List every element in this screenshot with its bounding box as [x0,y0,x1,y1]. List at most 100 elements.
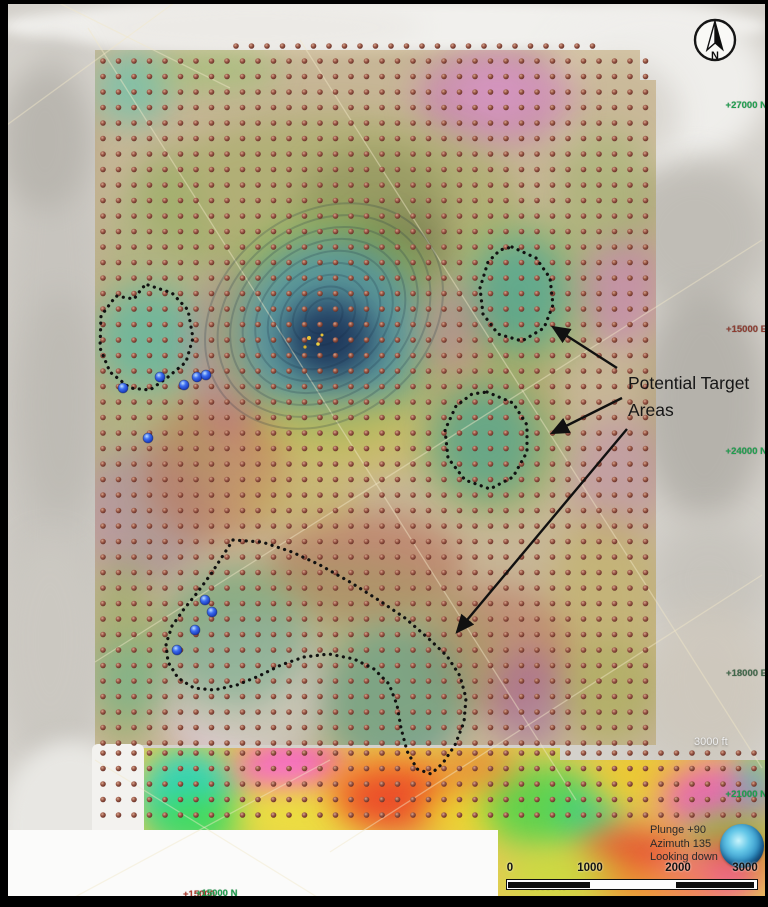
soil-sample-dot [394,259,401,266]
soil-sample-dot [642,414,649,421]
soil-sample-dot [208,89,215,95]
soil-sample-dot [580,662,587,669]
soil-sample-dot [534,166,540,173]
soil-sample-dot [627,554,633,560]
soil-sample-dot [534,290,540,297]
soil-sample-dot [565,740,571,746]
soil-sample-dot [456,306,463,312]
soil-sample-dot [162,445,168,452]
soil-sample-dot [255,135,261,142]
soil-sample-dot [580,89,587,95]
soil-sample-dot [348,647,354,653]
soil-sample-dot [348,135,354,142]
terrain-shade [640,290,768,520]
soil-sample-dot [255,507,261,514]
soil-sample-dot [317,337,323,343]
soil-sample-dot [518,182,525,188]
soil-sample-dot [673,796,680,803]
soil-sample-dot [518,750,525,756]
soil-sample-dot [224,507,230,514]
soil-sample-dot [441,647,447,653]
soil-sample-dot [317,492,323,498]
soil-sample-dot [255,337,261,343]
soil-sample-dot [286,135,292,142]
soil-sample-dot [270,182,277,188]
soil-sample-dot [332,538,339,545]
soil-sample-dot [270,58,277,64]
soil-sample-dot [224,352,230,359]
soil-sample-dot [177,58,184,64]
soil-sample-dot [177,89,184,95]
soil-sample-dot [434,43,441,49]
soil-sample-dot [177,507,184,514]
soil-sample-dot [558,43,565,49]
soil-sample-dot [301,445,308,452]
soil-sample-dot [456,135,463,142]
soil-sample-dot [379,693,385,700]
soil-sample-dot [224,678,230,684]
soil-sample-dot [208,445,215,452]
soil-sample-dot [611,647,618,653]
soil-sample-dot [580,135,587,142]
soil-sample-dot [425,796,432,803]
soil-sample-dot [596,104,602,111]
soil-sample-dot [146,399,153,405]
soil-sample-dot [255,151,261,157]
soil-sample-dot [441,352,447,359]
soil-sample-dot [348,73,354,80]
soil-sample-dot [394,151,401,157]
soil-sample-dot [580,538,587,545]
soil-sample-dot [146,89,153,95]
soil-sample-dot [394,104,401,111]
soil-sample-dot [363,104,370,111]
soil-sample-dot [456,73,463,80]
soil-sample-dot [549,554,556,560]
soil-sample-dot [410,523,416,529]
soil-sample-dot [441,414,447,421]
soil-sample-dot [503,430,509,436]
soil-sample-dot [441,89,447,95]
soil-sample-dot [100,796,106,803]
soil-sample-dot [193,461,199,467]
soil-sample-dot [332,104,339,111]
soil-sample-dot [100,182,106,188]
soil-sample-dot [177,321,184,328]
soil-sample-dot [239,151,246,157]
soil-sample-dot [177,275,184,281]
soil-sample-dot [642,399,649,405]
soil-sample-dot [146,120,153,126]
soil-sample-dot [332,812,339,818]
soil-sample-dot [456,120,463,126]
soil-sample-dot [239,228,246,235]
soil-sample-dot [596,197,602,204]
soil-sample-dot [332,352,339,359]
soil-sample-dot [332,414,339,421]
soil-sample-dot [270,228,277,235]
soil-sample-dot [379,781,385,787]
soil-sample-dot [425,275,432,281]
soil-sample-dot [177,259,184,266]
soil-sample-dot [239,182,246,188]
soil-sample-dot [751,765,757,772]
soil-sample-dot [363,554,370,560]
soil-sample-dot [487,337,494,343]
soil-sample-dot [518,166,525,173]
soil-sample-dot [549,197,556,204]
soil-sample-dot [487,120,494,126]
soil-sample-dot [208,709,215,715]
soil-sample-dot [146,213,153,219]
soil-sample-dot [487,228,494,235]
soil-sample-dot [487,569,494,576]
soil-sample-dot [239,750,246,756]
soil-sample-dot [627,750,633,756]
soil-sample-dot [534,228,540,235]
soil-sample-dot [301,812,308,818]
soil-sample-dot [301,709,308,715]
compass-n-label: N [711,50,719,62]
soil-sample-dot [239,631,246,638]
soil-sample-dot [224,796,230,803]
soil-sample-dot [518,476,525,483]
blue-sample-point [199,594,211,606]
gravity-anomaly-blob [245,398,435,478]
soil-sample-dot [270,383,277,390]
